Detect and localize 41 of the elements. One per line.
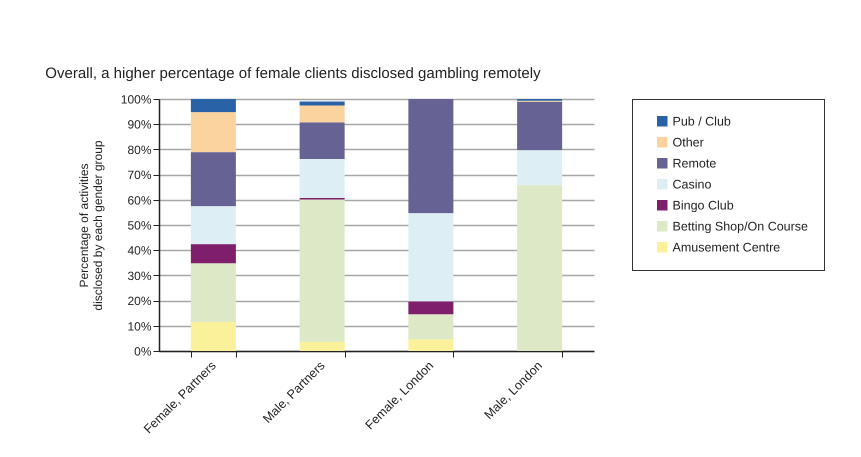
legend-label: Pub / Club — [672, 114, 731, 128]
y-tick-label: 40% — [127, 244, 152, 258]
legend-label: Betting Shop/On Course — [672, 219, 808, 234]
bar — [408, 301, 454, 314]
bar — [300, 106, 345, 122]
bar — [517, 102, 562, 150]
y-tick-label: 20% — [127, 294, 152, 308]
chart-title: Overall, a higher percentage of female clients disclosed gambling remotely — [45, 65, 542, 82]
y-tick-label: 70% — [127, 168, 152, 182]
bar — [190, 263, 236, 322]
bar — [190, 152, 236, 206]
y-tick-label: 60% — [127, 193, 152, 208]
legend-label: Other — [672, 135, 704, 150]
y-tick-label: 10% — [127, 319, 152, 334]
bar — [190, 322, 236, 351]
legend-label: Remote — [672, 156, 716, 170]
bar — [300, 342, 345, 351]
legend-label: Casino — [672, 177, 712, 192]
bar — [190, 99, 236, 112]
y-tick-label: 80% — [127, 142, 152, 157]
bar — [408, 314, 454, 340]
y-tick-label: 30% — [127, 268, 152, 283]
y-axis-title: Percentage of activities disclosed by each gender group — [76, 140, 105, 311]
bar — [408, 99, 454, 214]
y-tick-label: 0% — [134, 344, 152, 358]
legend-label: Amusement Centre — [672, 240, 780, 254]
y-tick-label: 90% — [127, 118, 152, 132]
bar — [190, 112, 236, 152]
bar — [408, 213, 454, 302]
y-tick-label: 50% — [127, 218, 152, 232]
bar — [300, 200, 345, 342]
bar — [517, 185, 562, 351]
bar — [517, 150, 562, 186]
bar — [190, 244, 236, 264]
bar — [190, 206, 236, 244]
bar — [300, 122, 345, 159]
bar — [408, 339, 454, 351]
bar — [300, 158, 345, 198]
bar — [300, 102, 345, 106]
legend-label: Bingo Club — [672, 198, 734, 212]
y-tick-label: 100% — [120, 92, 152, 106]
